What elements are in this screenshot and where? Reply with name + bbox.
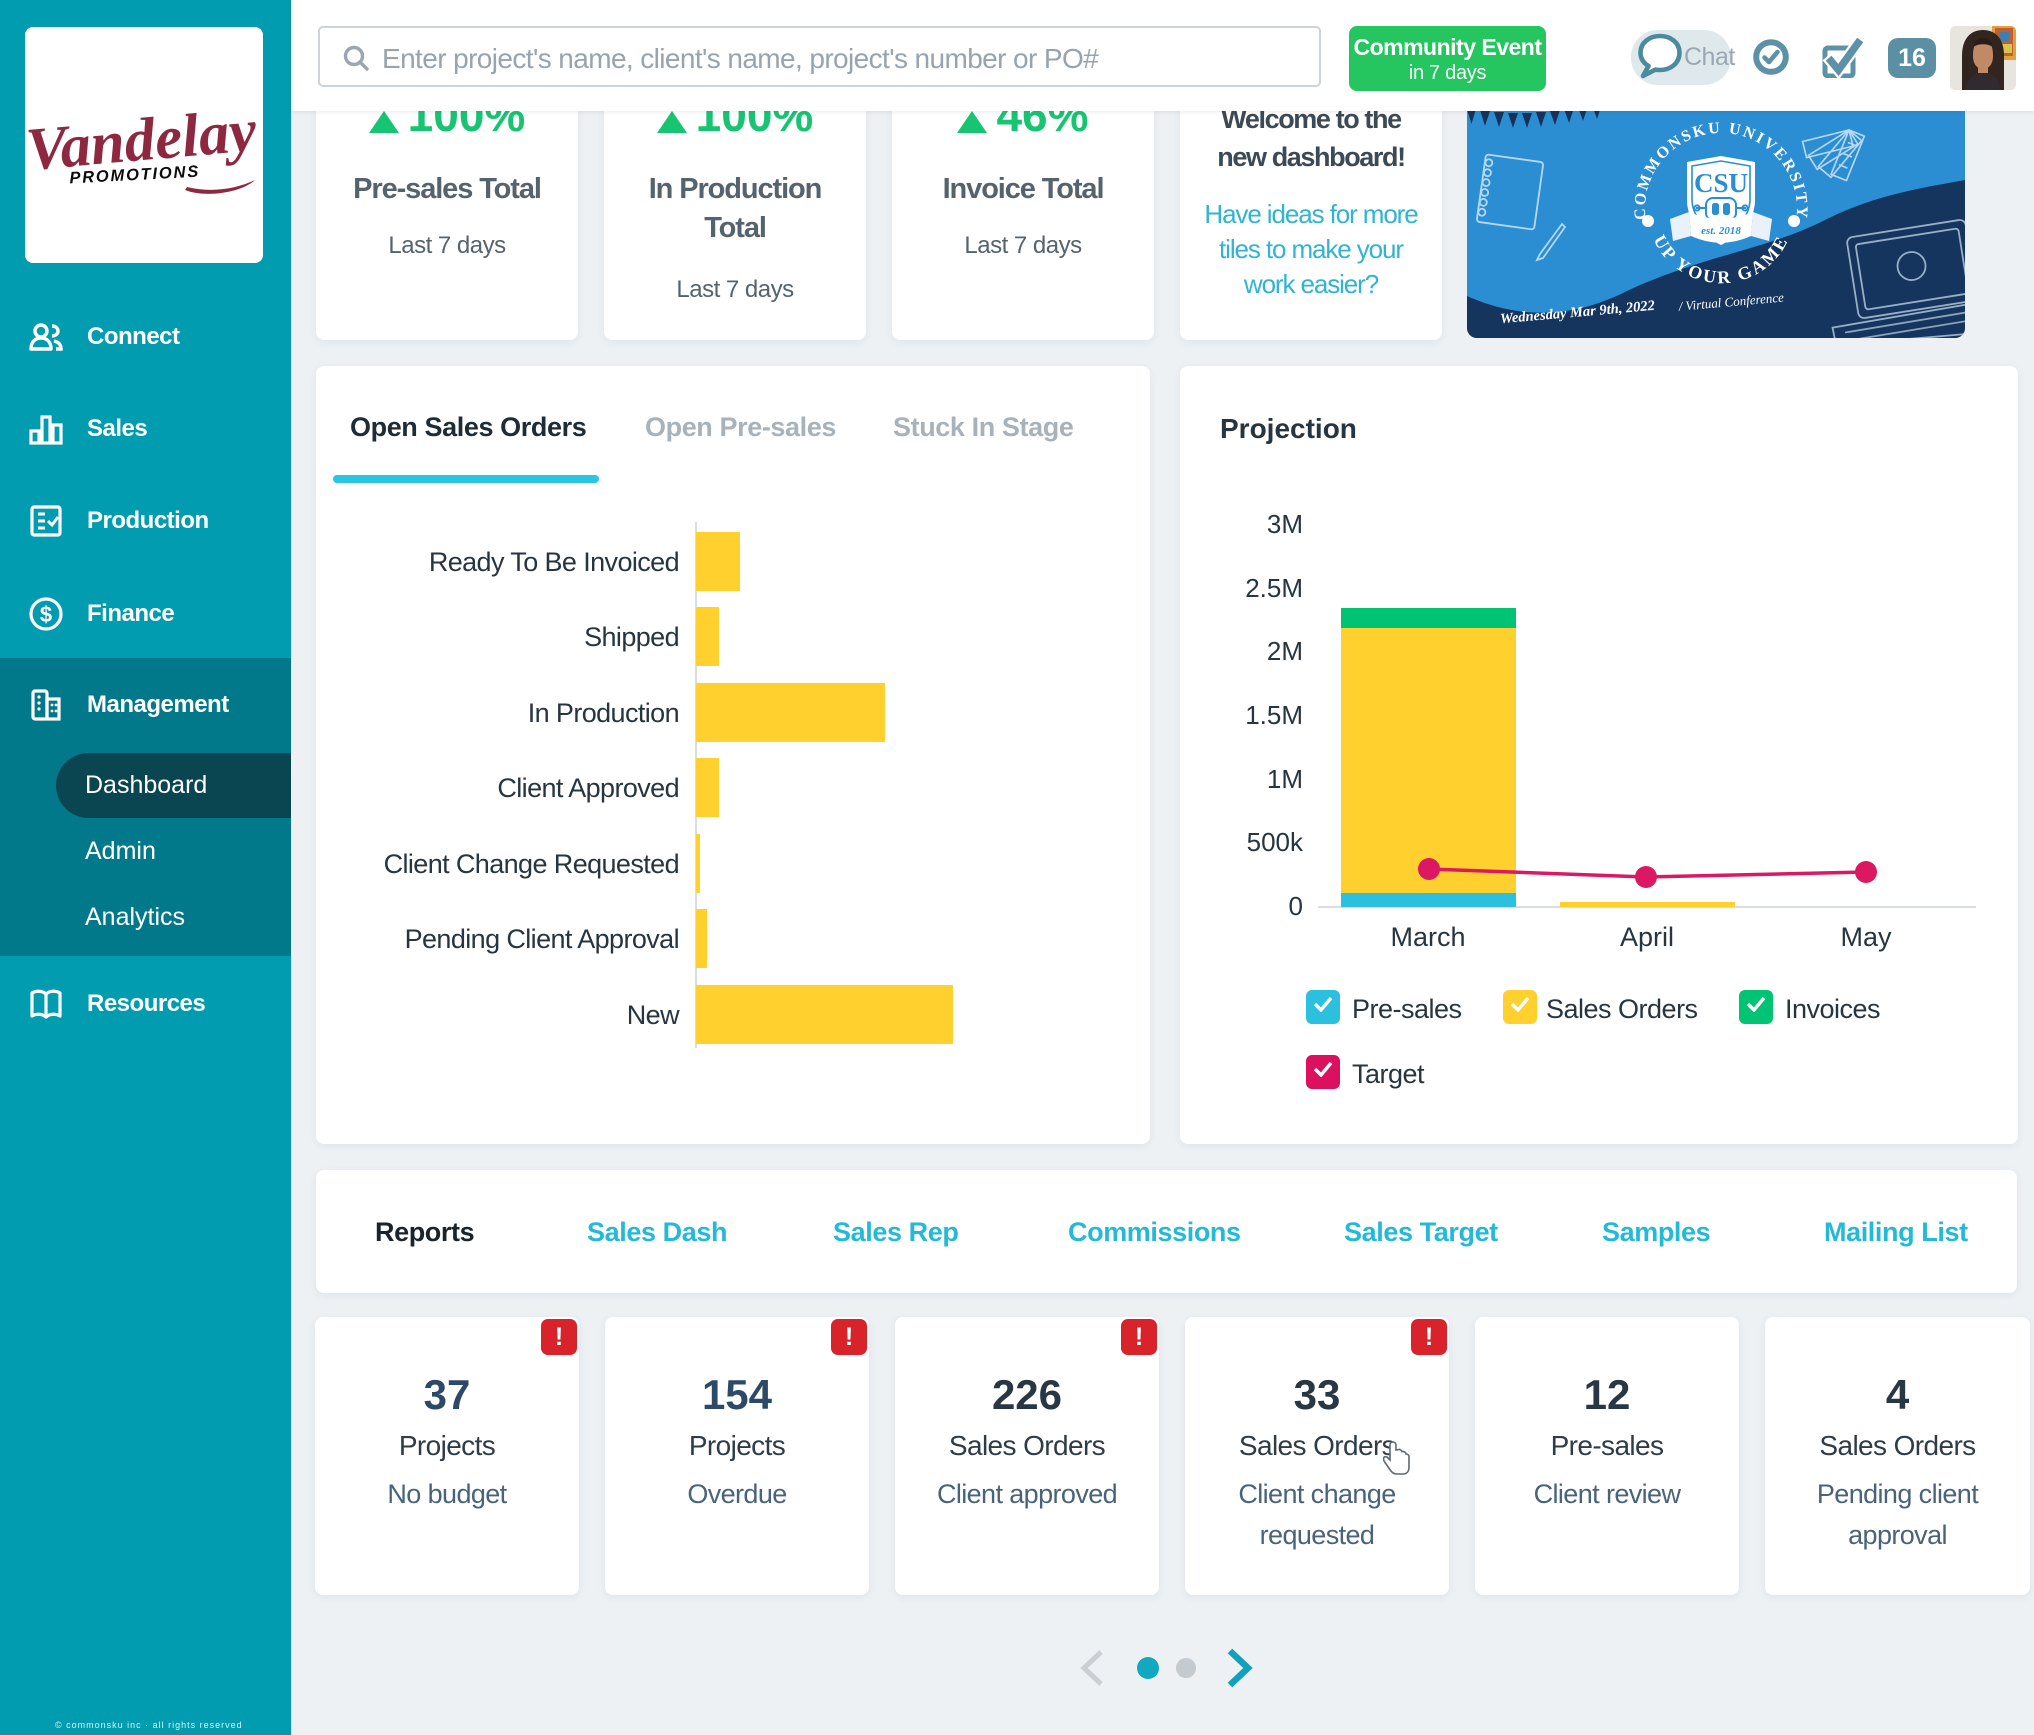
svg-text:est. 2018: est. 2018 [1701, 225, 1741, 237]
svg-text:CSU: CSU [1694, 168, 1748, 198]
svg-text:$: $ [40, 602, 52, 627]
